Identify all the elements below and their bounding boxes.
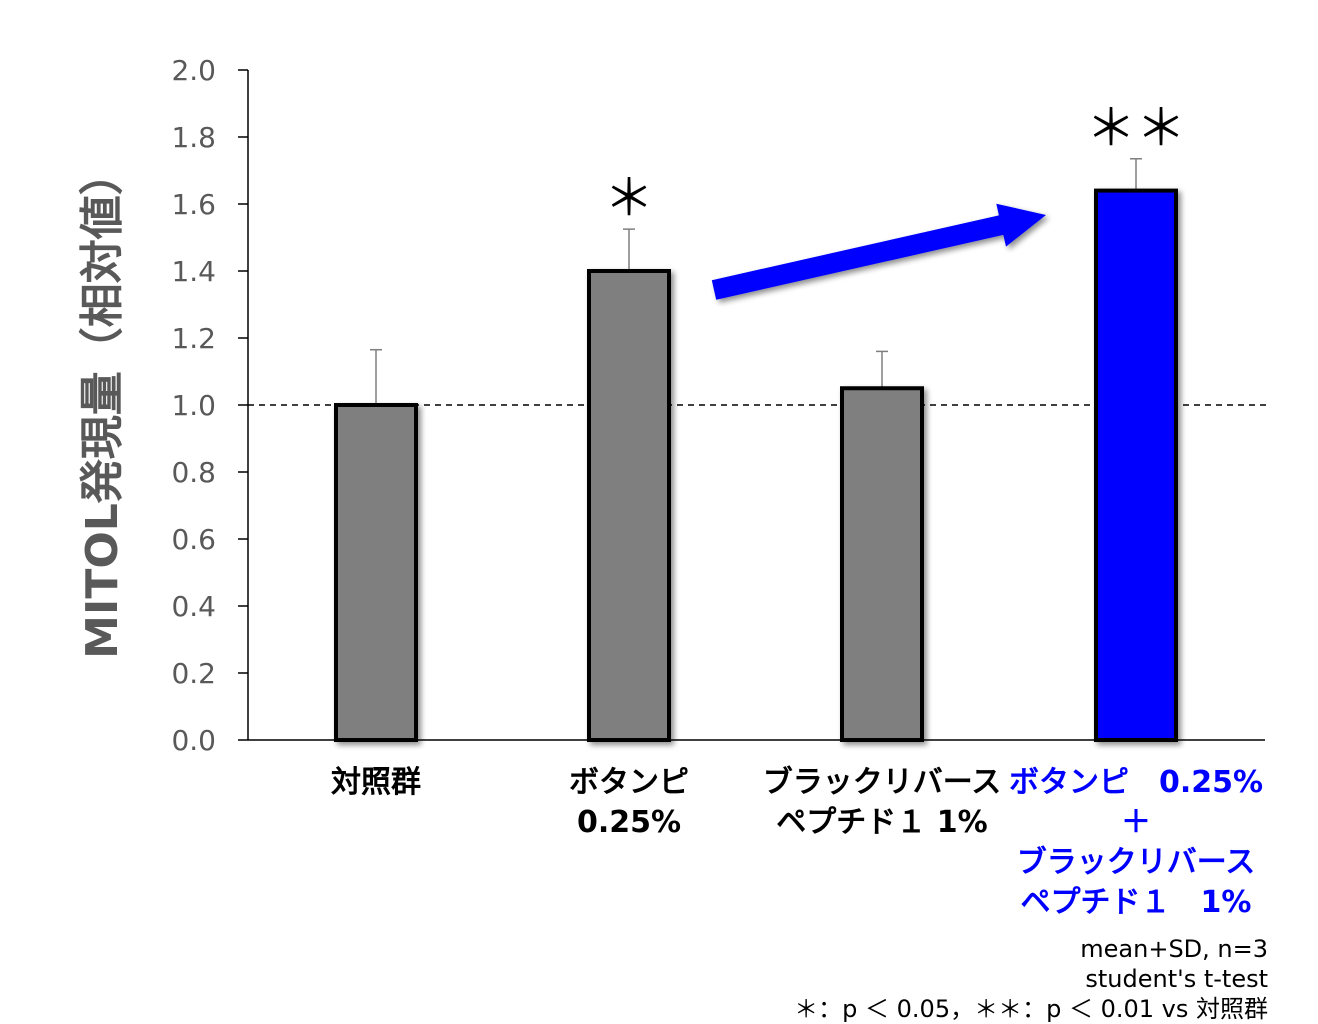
y-tick-label: 1.6 — [171, 188, 216, 221]
y-tick-label: 1.8 — [171, 121, 216, 154]
significance-mark: ＊＊ — [1086, 99, 1186, 157]
y-tick-label: 0.4 — [171, 590, 216, 623]
y-axis-title: MITOL発現量（相対値） — [77, 151, 128, 659]
x-category-label: ボタンピ — [569, 765, 689, 800]
y-tick-label: 2.0 — [171, 54, 216, 87]
footnote-line: mean+SD, n=3 — [1080, 935, 1268, 963]
significance-mark: ＊ — [604, 169, 654, 227]
x-category-label: ブラックリバース — [763, 765, 1002, 800]
y-tick-label: 0.0 — [171, 724, 216, 757]
y-tick-label: 1.4 — [171, 255, 216, 288]
y-tick-label: 1.0 — [171, 389, 216, 422]
y-tick-label: 1.2 — [171, 322, 216, 355]
footnote-line: student's t-test — [1085, 965, 1268, 993]
x-category-label: 対照群 — [331, 765, 421, 800]
y-tick-label: 0.8 — [171, 456, 216, 489]
x-category-label: ペプチド１ 1% — [776, 805, 987, 840]
footnote-line: ＊：p ＜ 0.05，＊＊：p ＜ 0.01 vs 対照群 — [794, 995, 1268, 1023]
bar — [334, 403, 418, 742]
y-tick-label: 0.2 — [171, 657, 216, 690]
footnotes: mean+SD, n=3 student's t-test ＊：p ＜ 0.05，＊… — [794, 934, 1268, 1024]
x-category-label: ボタンピ 0.25% — [1009, 765, 1263, 800]
bar — [1094, 188, 1178, 743]
bar — [840, 386, 924, 742]
x-category-label: 0.25% — [577, 805, 681, 840]
bar — [587, 269, 671, 742]
x-category-label: ブラックリバース — [1017, 845, 1256, 880]
x-category-label: ＋ — [1121, 805, 1151, 840]
y-tick-label: 0.6 — [171, 523, 216, 556]
arrow-shape — [711, 203, 1046, 300]
x-category-label: ペプチド１ 1% — [1021, 885, 1252, 920]
